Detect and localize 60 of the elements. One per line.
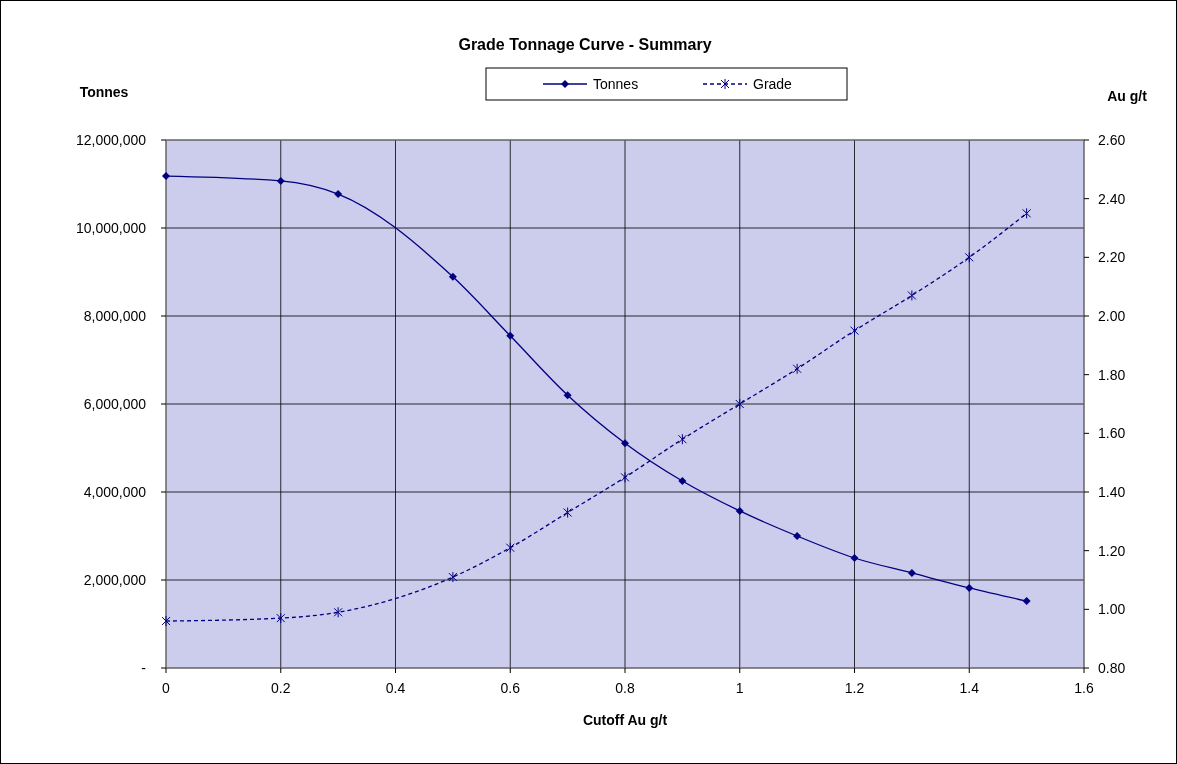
x-tick-label: 1 — [735, 680, 744, 696]
point — [620, 471, 630, 483]
y2-tick-label: 2.40 — [1098, 190, 1126, 207]
x-tick-label: 0 — [162, 680, 171, 696]
point — [161, 615, 171, 627]
x-tick-label: 0.8 — [615, 680, 635, 696]
point — [964, 251, 974, 263]
point — [677, 433, 687, 445]
y-tick-label: 4,000,000 — [83, 484, 147, 500]
y-tick-label: - — [141, 660, 147, 676]
point — [448, 571, 458, 583]
point — [276, 176, 285, 185]
point — [334, 190, 343, 199]
point — [162, 172, 170, 181]
point — [793, 532, 802, 540]
point — [506, 331, 515, 340]
y2-axis-title: Au g/t — [1107, 88, 1148, 104]
point — [563, 507, 573, 519]
point — [276, 612, 286, 624]
point — [505, 542, 515, 554]
x-tick-label: 1.6 — [1074, 680, 1094, 696]
y-tick-label: 8,000,000 — [83, 308, 147, 324]
point — [1022, 597, 1031, 606]
x-tick-label: 0.2 — [271, 680, 291, 696]
y2-tick-label: 2.20 — [1098, 249, 1126, 266]
x-tick-label: 1.2 — [844, 680, 865, 696]
y2-tick-label: 1.60 — [1098, 425, 1126, 442]
legend-label: Grade — [753, 76, 793, 92]
point — [850, 325, 859, 337]
chart-title: Grade Tonnage Curve - Summary — [458, 36, 712, 53]
point — [907, 568, 916, 577]
y2-tick-label: 1.80 — [1098, 366, 1126, 383]
y2-tick-label: 2.60 — [1098, 132, 1126, 148]
point — [621, 439, 629, 448]
point — [448, 272, 457, 281]
y-tick-label: 2,000,000 — [83, 572, 147, 588]
x-axis-title: Cutoff Au g/t — [582, 712, 668, 728]
point — [563, 391, 572, 400]
point — [907, 289, 917, 301]
y-tick-label: 12,000,000 — [75, 132, 147, 148]
y-axis-title: Tonnes — [79, 84, 129, 100]
x-tick-label: 0.4 — [385, 680, 406, 696]
point — [678, 477, 687, 485]
point — [333, 606, 343, 618]
legend-label: Tonnes — [593, 76, 639, 92]
point — [792, 363, 802, 375]
y2-tick-label: 1.00 — [1098, 601, 1126, 618]
x-tick-label: 0.6 — [500, 680, 521, 696]
y-tick-label: 10,000,000 — [75, 220, 147, 236]
point — [735, 398, 745, 410]
y2-tick-label: 0.80 — [1098, 660, 1126, 676]
y2-tick-label: 1.40 — [1098, 484, 1126, 500]
x-tick-label: 1.4 — [959, 680, 980, 696]
point — [1022, 207, 1032, 219]
point — [850, 554, 859, 562]
y2-tick-label: 1.20 — [1098, 542, 1126, 559]
point — [735, 506, 744, 515]
y-tick-label: 6,000,000 — [83, 396, 147, 412]
y2-tick-label: 2.00 — [1098, 308, 1126, 324]
point — [965, 583, 974, 592]
